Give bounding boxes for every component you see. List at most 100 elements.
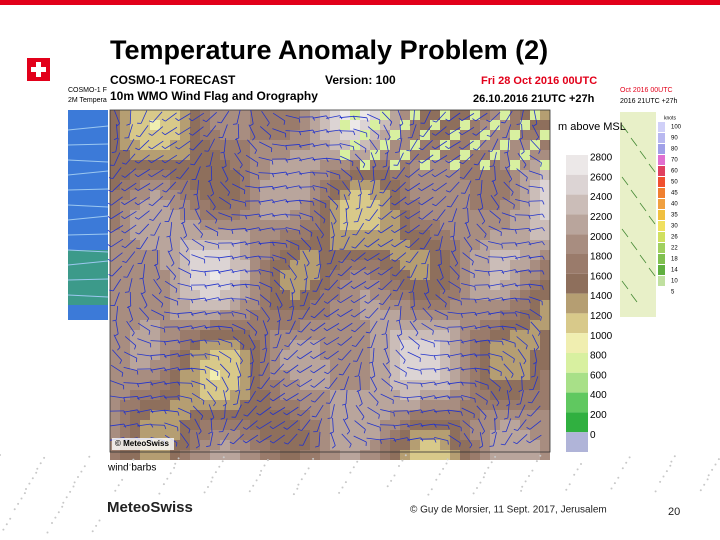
terrain-cell (280, 350, 290, 360)
wind-barb-flag (486, 119, 491, 123)
terrain-cell (500, 300, 510, 310)
knot-label: 90 (671, 136, 678, 142)
terrain-cell (400, 140, 410, 150)
terrain-cell (160, 160, 170, 170)
wind-barb (178, 252, 191, 262)
terrain-cell (370, 140, 380, 150)
terrain-cell (350, 130, 360, 140)
terrain-cell (430, 450, 440, 460)
wind-barb (245, 241, 259, 245)
wind-barb (124, 182, 137, 192)
terrain-cell (170, 350, 180, 360)
wind-barb-flag (296, 369, 301, 373)
deco-dot (211, 476, 214, 479)
terrain-cell (110, 190, 120, 200)
legend-label: 600 (590, 370, 607, 381)
terrain-cell (440, 440, 450, 450)
terrain-cell (150, 390, 160, 400)
terrain-cell (320, 410, 330, 420)
wind-barb (344, 222, 349, 236)
wind-barb (272, 407, 286, 415)
wind-barb (358, 180, 362, 194)
wind-barb (231, 228, 246, 230)
wind-barb-flag (191, 325, 194, 330)
deco-dot (398, 465, 400, 467)
terrain-cell (120, 190, 130, 200)
deco-dot (568, 483, 571, 486)
wind-barb-flag (289, 305, 294, 309)
terrain-cell (300, 350, 310, 360)
terrain-cell (470, 390, 480, 400)
terrain-cell (330, 400, 340, 410)
wind-barb-flag (515, 242, 518, 247)
terrain-cell (480, 210, 490, 220)
wind-barb-flag (407, 410, 410, 415)
wind-barb (393, 423, 408, 427)
wind-barb-flag (542, 285, 544, 290)
wind-barb (383, 180, 391, 194)
wind-barb (461, 407, 475, 415)
terrain-cell (480, 290, 490, 300)
wind-barb-flag (296, 398, 301, 402)
terrain-cell (220, 180, 230, 190)
wind-barb (258, 227, 273, 231)
terrain-cell (450, 250, 460, 260)
terrain-cell (370, 180, 380, 190)
terrain-cell (480, 140, 490, 150)
deco-dot (158, 492, 161, 495)
terrain-cell (180, 250, 190, 260)
terrain-cell (280, 150, 290, 160)
terrain-cell (410, 330, 420, 340)
right-text: Oct 2016 00UTC (620, 87, 673, 94)
terrain-cell (330, 410, 340, 420)
terrain-cell (150, 270, 160, 280)
terrain-cell (140, 170, 150, 180)
terrain-cell (150, 430, 160, 440)
terrain-cell (520, 120, 530, 130)
terrain-cell (430, 120, 440, 130)
terrain-cell (280, 300, 290, 310)
knot-label: 100 (671, 125, 682, 131)
deco-dot (300, 478, 303, 481)
wind-barb-flag (195, 207, 200, 211)
wind-barb (340, 168, 353, 178)
deco-dot (43, 456, 46, 459)
terrain-cell (320, 230, 330, 240)
terrain-cell (180, 160, 190, 170)
terrain-cell (460, 390, 470, 400)
wind-barb (123, 366, 138, 372)
terrain-cell (480, 400, 490, 410)
terrain-cell (320, 180, 330, 190)
terrain-cell (110, 280, 120, 290)
wind-barb-flag (352, 233, 357, 236)
terrain-cell (460, 120, 470, 130)
wind-barb-flag (405, 372, 407, 377)
terrain-cell (200, 140, 210, 150)
terrain-cell (110, 290, 120, 300)
deco-dot (338, 491, 341, 494)
wind-barb-flag (212, 206, 216, 211)
wind-barb-flag (306, 262, 310, 267)
wind-barb (272, 171, 286, 175)
terrain-cell (200, 370, 210, 380)
wind-barb (332, 417, 334, 433)
terrain-cell (310, 110, 320, 120)
terrain-cell (260, 310, 270, 320)
terrain-cell (430, 410, 440, 420)
terrain-cell (540, 300, 550, 310)
wind-barb (181, 222, 188, 236)
wind-barb (272, 185, 286, 189)
credit-bg (112, 438, 174, 450)
deco-dot (0, 454, 1, 456)
wind-barb-flag (404, 215, 409, 220)
terrain-cell (160, 430, 170, 440)
terrain-cell (320, 420, 330, 430)
terrain-cell (490, 220, 500, 230)
deco-dot (297, 483, 300, 486)
terrain-cell (530, 170, 540, 180)
terrain-cell (290, 120, 300, 130)
terrain-cell (430, 240, 440, 250)
wind-barb (286, 420, 299, 430)
terrain-cell (260, 200, 270, 210)
terrain-cell (160, 450, 170, 460)
